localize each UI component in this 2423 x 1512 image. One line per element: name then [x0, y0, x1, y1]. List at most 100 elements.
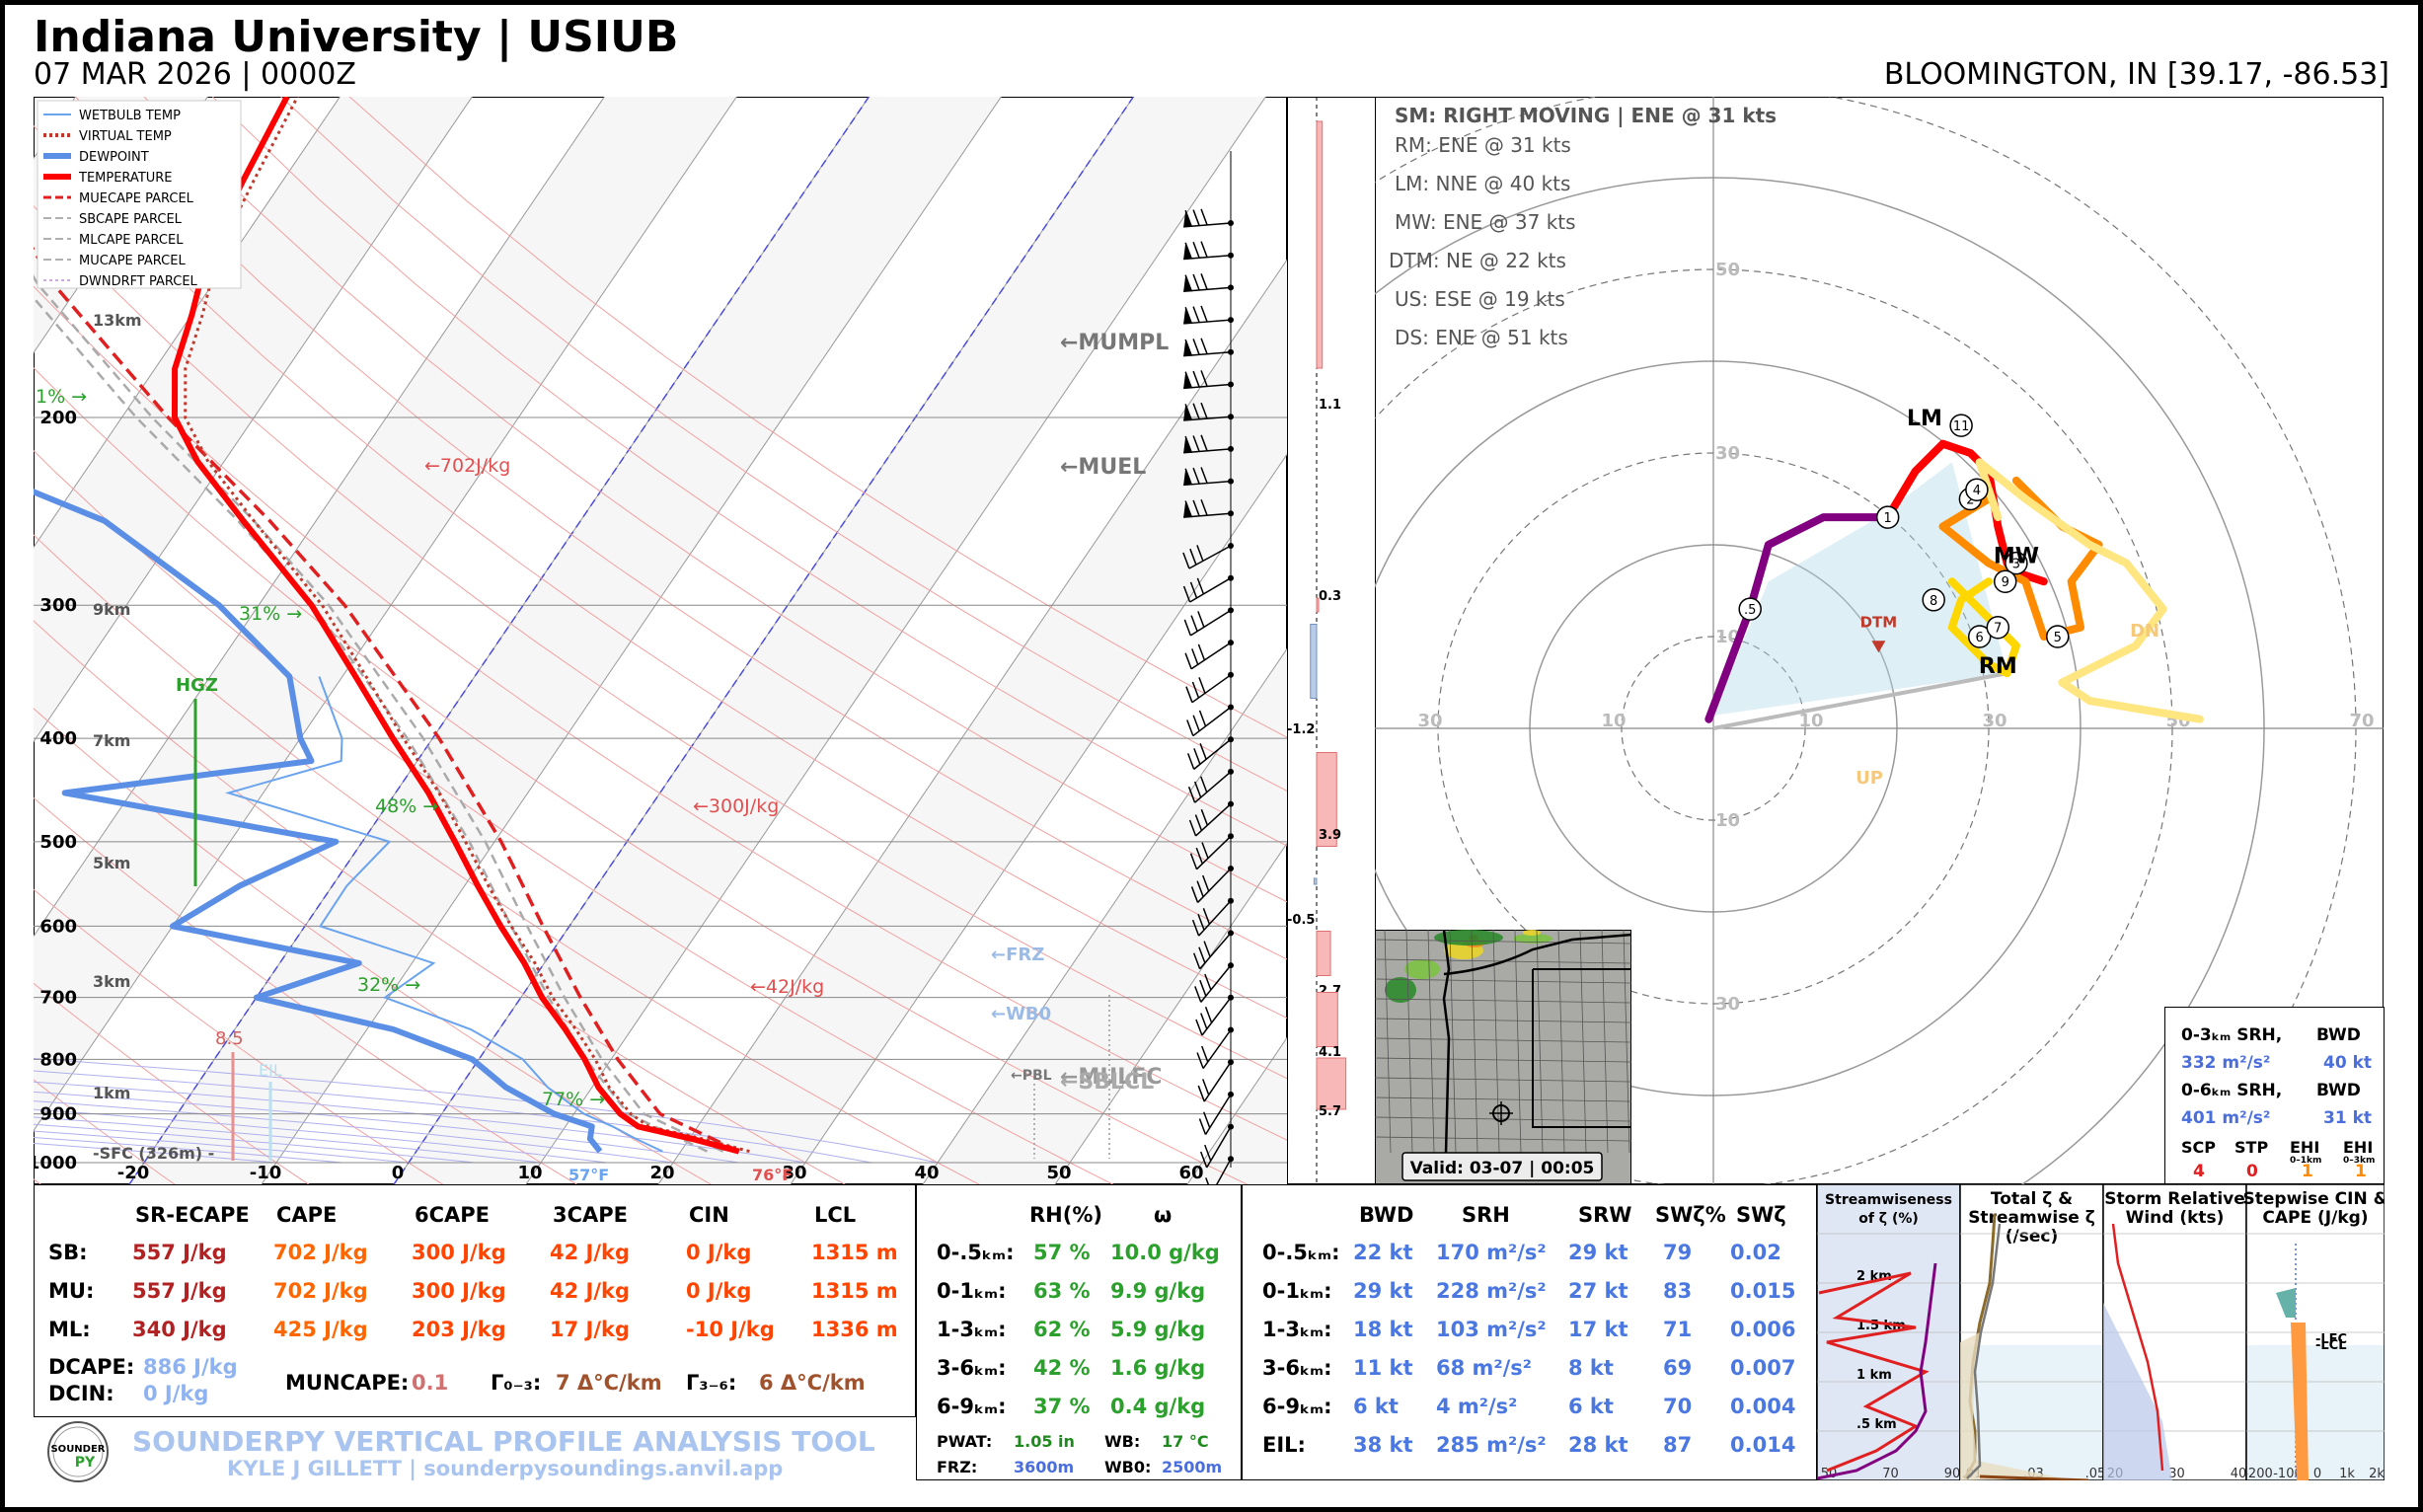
wind-barb [1187, 768, 1234, 803]
county-line [1375, 1018, 1631, 1023]
wind-barb [1189, 833, 1234, 870]
bwd-row-label: BWD [2316, 1025, 2361, 1045]
lapse-36-value: 6 Δ°C/km [759, 1371, 866, 1395]
thermo-header: CAPE [276, 1203, 338, 1227]
barb-feather [1192, 435, 1200, 452]
pressure-tick-label: 600 [39, 916, 77, 937]
barb-feather [1189, 853, 1198, 869]
county-line [1471, 930, 1478, 1154]
moist-adiabat [34, 1081, 806, 1164]
barb-feather [1197, 1085, 1205, 1102]
barb-feather [1200, 467, 1208, 484]
barb-feather [1198, 1118, 1207, 1135]
kinematic-cell: 17 kt [1568, 1318, 1628, 1341]
temperature-tick-label: 60 [1178, 1163, 1203, 1183]
barb-feather [1200, 241, 1208, 258]
index-name: EHI [2343, 1138, 2374, 1157]
barb-feather [1200, 273, 1208, 290]
bwd-row-label: BWD [2316, 1081, 2361, 1100]
moist-adiabat [34, 1070, 872, 1164]
thermo-header: SR-ECAPE [135, 1203, 250, 1227]
barb-feather [1197, 913, 1205, 931]
barb-feather [1186, 753, 1195, 770]
barb-feather [1191, 681, 1200, 699]
temperature-trace [172, 97, 740, 1155]
dry-adiabat [34, 534, 980, 1184]
footer-area: SOUNDER PY SOUNDERPY VERTICAL PROFILE AN… [34, 1417, 916, 1486]
vorticity-bar-label: 4.1 [1319, 1045, 1341, 1060]
mini-panel-title: CAPE (J/kg) [2262, 1208, 2368, 1228]
lfc-label: -LFC [2315, 1332, 2347, 1347]
parcel-trace [34, 295, 709, 1153]
pressure-tick-label: 400 [39, 728, 77, 749]
mini-x-tick: -200 [2243, 1467, 2273, 1480]
dry-adiabat [34, 205, 1287, 1080]
wetbulb-trace [224, 676, 663, 1153]
isotherm-line [525, 97, 1266, 1184]
legend-label: MUECAPE PARCEL [79, 191, 194, 206]
dry-adiabat [75, 97, 1287, 960]
barb-feather [1190, 886, 1199, 903]
isotherm-line [790, 453, 1287, 1184]
barb-feather [1194, 986, 1202, 1003]
kinematic-header: SWζ% [1655, 1203, 1726, 1227]
mini-x-tick: 40 [2231, 1467, 2247, 1480]
height-marker [2005, 551, 2028, 575]
barb-feather [1192, 499, 1200, 517]
station-title: Indiana University | USIUB [34, 12, 679, 62]
kinematic-cell: 103 m²/s² [1436, 1318, 1547, 1341]
barb-feather [1189, 548, 1197, 566]
state-border [1443, 933, 1631, 976]
county-line [1449, 930, 1457, 1154]
lapse-36-label: Γ₃₋₆: [686, 1371, 737, 1395]
vorticity-bar [1316, 992, 1338, 1047]
legend-label: SBCAPE PARCEL [79, 212, 183, 227]
thermo-header: 3CAPE [553, 1203, 629, 1227]
vorticity-bar-label: 0.3 [1319, 589, 1341, 604]
temperature-tick-label: 0 [392, 1163, 405, 1183]
storm-motion-title: SM: RIGHT MOVING | ENE @ 31 kts [1395, 104, 1777, 127]
station-location: BLOOMINGTON, IN [39.17, -86.53] [1883, 57, 2389, 92]
thermo-cell: 425 J/kg [273, 1318, 368, 1341]
barb-feather [1192, 715, 1200, 731]
height-label: 13km [93, 311, 142, 330]
barb-feather [1199, 979, 1207, 997]
barb-feather [1198, 946, 1206, 963]
height-marker [2046, 625, 2070, 648]
height-marker-label: 3 [2012, 558, 2020, 572]
thermo-cell: 557 J/kg [132, 1241, 227, 1264]
isotherm-highlight [128, 97, 871, 1184]
eil-label: EIL [259, 1061, 282, 1080]
rh-label: 31% → [239, 603, 302, 625]
height-marker-label: 6 [1976, 631, 1984, 645]
footer-subtitle: KYLE J GILLETT | sounderpysoundings.anvi… [227, 1457, 784, 1480]
barb-feather [1192, 403, 1200, 420]
rh-value: 37 % [1033, 1395, 1091, 1418]
dcape-value: 886 J/kg [143, 1355, 238, 1379]
streamwise-vorticity-trace [1966, 1223, 2002, 1479]
mixing-ratio-value: 0.4 g/kg [1110, 1395, 1206, 1418]
dry-adiabat [34, 285, 1287, 1141]
rh-value: 62 % [1033, 1318, 1091, 1341]
county-line [1375, 1116, 1631, 1122]
height-marker [1738, 597, 1762, 621]
legend-label: WETBULB TEMP [79, 109, 181, 123]
temperature-tick-label: 40 [914, 1163, 939, 1183]
mini-panel-title: Wind (kts) [2126, 1208, 2225, 1228]
radar-valid-time: Valid: 03-07 | 00:05 [1410, 1159, 1595, 1178]
county-line [1375, 1077, 1631, 1083]
height-marker [1922, 588, 1945, 612]
legend-box [37, 100, 242, 289]
thermo-row-label: ML: [48, 1318, 91, 1341]
vorticity-bar [1316, 120, 1324, 369]
vorticity-bar-label: -0.5 [1287, 913, 1315, 928]
thermo-row-label: SB: [48, 1241, 88, 1264]
barb-shaft [1216, 1158, 1232, 1184]
isotherm-highlight [393, 97, 1135, 1184]
county-line [1514, 930, 1522, 1154]
barb-feather [1192, 306, 1200, 323]
moisture-row-label: 6-9ₖₘ: [937, 1395, 1007, 1418]
inflow-shading [1712, 462, 2007, 716]
barb-feather [1191, 919, 1200, 937]
kinematic-cell: 4 m²/s² [1436, 1395, 1518, 1418]
